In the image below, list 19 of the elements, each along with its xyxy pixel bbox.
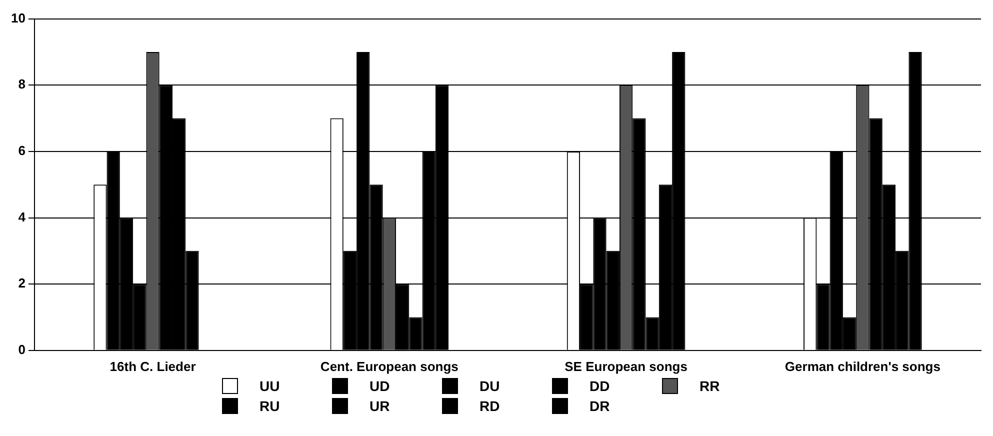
legend-label: DR [590, 398, 610, 414]
y-tick-label: 10 [10, 10, 26, 26]
x-tick-label: Cent. European songs [320, 358, 458, 374]
x-tick-label: 16th C. Lieder [110, 358, 196, 374]
legend-label: RR [700, 378, 720, 394]
x-tick-label: German children's songs [784, 358, 940, 374]
y-tick-label: 4 [18, 209, 26, 224]
legend-label: UD [370, 378, 390, 394]
y-tick-label: 8 [18, 76, 26, 92]
x-tick-label: SE European songs [564, 358, 688, 374]
y-tick-label: 0 [18, 342, 26, 357]
legend-label: DU [480, 378, 500, 394]
y-tick-label: 6 [18, 143, 26, 158]
y-tick-label: 2 [18, 276, 26, 291]
legend-label: RU [260, 398, 280, 414]
legend-label: UR [370, 398, 390, 414]
legend-label: RD [480, 398, 500, 414]
legend-label: DD [590, 378, 610, 394]
legend-label: UU [260, 378, 280, 394]
